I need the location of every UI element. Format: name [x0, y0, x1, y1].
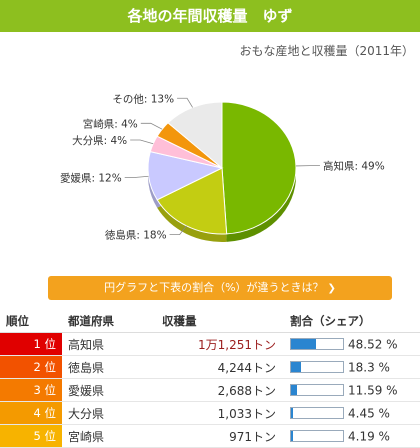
share-bar — [290, 384, 344, 396]
pie-label-3: 大分県: 4% — [72, 134, 127, 147]
col-rank: 順位 — [0, 310, 62, 333]
share-bar-fill — [291, 339, 316, 349]
share-cell: 48.52 % — [284, 333, 420, 356]
share-difference-note-button[interactable]: 円グラフと下表の割合（%）が違うときは？ ❯ — [48, 276, 392, 300]
note-button-label: 円グラフと下表の割合（%）が違うときは？ — [104, 281, 323, 294]
table-header-row: 順位 都道府県 収穫量 割合（シェア） — [0, 310, 420, 333]
pie-slice-0 — [222, 102, 296, 234]
pie-chart: 高知県: 49% 徳島県: 18% 愛媛県: 12% 大分県: 4% 宮崎県: 4% その… — [0, 60, 420, 276]
share-bar-fill — [291, 431, 293, 441]
rank-badge: 5 位 — [0, 425, 62, 448]
share-bar-fill — [291, 362, 301, 372]
page-title: 各地の年間収穫量 ゆず — [0, 0, 420, 32]
share-bar — [290, 338, 344, 350]
rank-badge: 4 位 — [0, 402, 62, 425]
prefecture-name: 徳島県 — [62, 356, 156, 379]
pie-leader-line-3 — [130, 140, 153, 144]
harvest-amount: 1,033トン — [156, 402, 284, 425]
share-bar — [290, 430, 344, 442]
share-value: 18.3 % — [348, 360, 390, 374]
share-value: 4.19 % — [348, 429, 390, 443]
pie-label-5: その他: 13% — [112, 92, 174, 105]
share-bar — [290, 361, 344, 373]
chart-subtitle: おもな産地と収穫量（2011年） — [239, 42, 414, 59]
chevron-down-icon: ❯ — [328, 283, 336, 294]
pie-leader-line-5 — [177, 98, 193, 107]
rank-badge: 2 位 — [0, 356, 62, 379]
prefecture-name: 宮崎県 — [62, 425, 156, 448]
pie-label-4: 宮崎県: 4% — [83, 117, 138, 130]
harvest-amount: 4,244トン — [156, 356, 284, 379]
share-cell: 11.59 % — [284, 379, 420, 402]
col-amount: 収穫量 — [156, 310, 284, 333]
share-bar — [290, 407, 344, 419]
pie-label-1: 徳島県: 18% — [105, 229, 167, 242]
share-bar-fill — [291, 408, 293, 418]
harvest-amount: 971トン — [156, 425, 284, 448]
pie-leader-line-2 — [125, 176, 149, 177]
share-cell: 4.45 % — [284, 402, 420, 425]
prefecture-name: 大分県 — [62, 402, 156, 425]
col-share: 割合（シェア） — [284, 310, 420, 333]
share-cell: 18.3 % — [284, 356, 420, 379]
share-value: 4.45 % — [348, 406, 390, 420]
pie-label-2: 愛媛県: 12% — [60, 172, 122, 185]
share-value: 11.59 % — [348, 383, 398, 397]
share-value: 48.52 % — [348, 337, 398, 351]
share-bar-fill — [291, 385, 297, 395]
col-prefecture: 都道府県 — [62, 310, 156, 333]
rank-badge: 3 位 — [0, 379, 62, 402]
prefecture-name: 高知県 — [62, 333, 156, 356]
prefecture-name: 愛媛県 — [62, 379, 156, 402]
pie-leader-line-4 — [141, 123, 162, 129]
harvest-amount: 2,688トン — [156, 379, 284, 402]
share-cell: 4.19 % — [284, 425, 420, 448]
harvest-amount: 1万1,251トン — [156, 333, 284, 356]
pie-label-0: 高知県: 49% — [323, 160, 385, 173]
rank-badge: 1 位 — [0, 333, 62, 356]
